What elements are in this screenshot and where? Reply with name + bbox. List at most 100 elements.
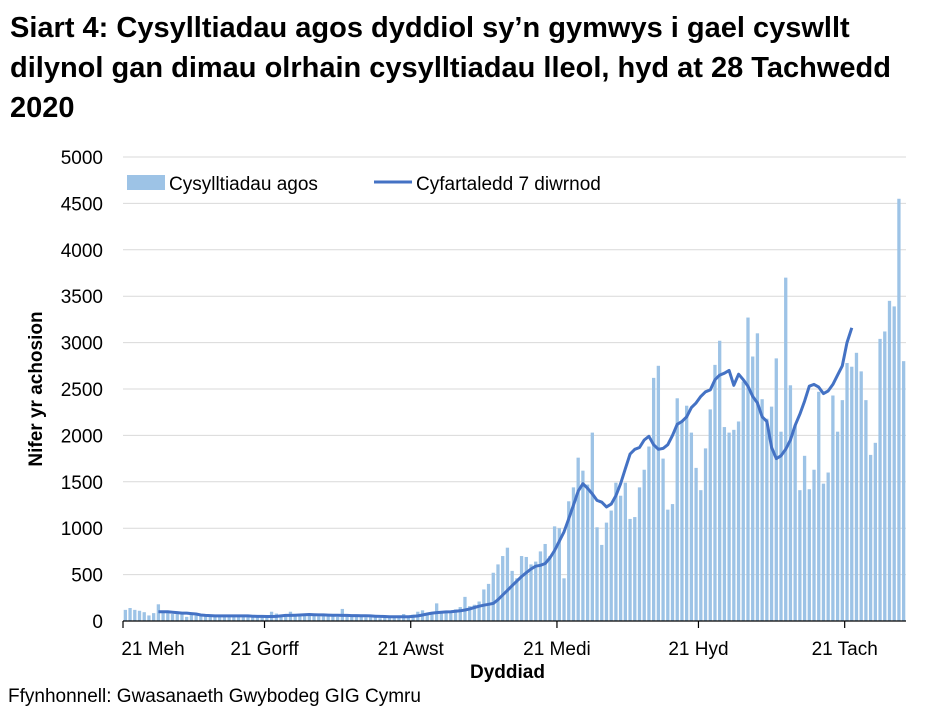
bar <box>529 564 533 621</box>
y-tick-label: 0 <box>92 612 103 633</box>
bar <box>175 614 179 621</box>
bar <box>335 616 340 621</box>
bar <box>788 385 793 621</box>
bar <box>284 614 288 621</box>
bar <box>609 510 613 621</box>
bar <box>845 363 849 621</box>
bar <box>161 610 165 621</box>
y-tick-label: 4500 <box>61 194 103 215</box>
bar <box>331 615 335 621</box>
bar <box>307 615 311 621</box>
bar <box>614 482 618 621</box>
bar <box>680 420 684 621</box>
bar <box>755 333 760 621</box>
bar <box>156 604 161 621</box>
bar <box>868 454 873 621</box>
bar <box>392 616 396 621</box>
bar <box>552 526 557 621</box>
bar <box>251 616 255 621</box>
bar <box>208 615 212 621</box>
bar <box>741 381 745 621</box>
y-tick-label: 2500 <box>61 380 103 401</box>
bar <box>878 338 882 621</box>
bar <box>373 617 378 621</box>
bar <box>213 615 217 621</box>
bar <box>449 611 453 621</box>
bar <box>897 198 901 621</box>
bar <box>689 432 694 621</box>
bar <box>453 609 458 621</box>
bar <box>510 570 514 621</box>
y-tick-label: 1000 <box>61 519 103 540</box>
y-tick-label: 2000 <box>61 426 103 447</box>
bar <box>501 556 505 621</box>
bar <box>694 467 698 621</box>
legend-bar-label: Cysylltiadau agos <box>169 174 318 195</box>
bar <box>581 470 585 621</box>
bar <box>557 528 561 621</box>
bar <box>350 616 354 621</box>
bar <box>543 543 547 621</box>
bar <box>685 405 689 621</box>
bar <box>774 358 778 621</box>
bar <box>218 616 222 621</box>
x-axis-ticks: 21 Meh 21 Gorff 21 Awst 21 Medi 21 Hyd 21 Tac… <box>121 621 878 660</box>
bar <box>675 398 679 621</box>
bar <box>746 317 750 621</box>
bar <box>236 615 241 621</box>
line-series-7-day-average <box>158 327 854 619</box>
bar <box>576 457 580 621</box>
bar <box>642 469 646 621</box>
bar <box>840 400 844 621</box>
bar <box>227 615 231 621</box>
bar <box>887 300 892 621</box>
bar <box>468 606 472 621</box>
bar <box>534 561 538 621</box>
y-tick-label: 5000 <box>61 148 103 169</box>
x-tick-label: 21 Medi <box>523 639 591 660</box>
bar <box>807 489 811 621</box>
bar <box>439 613 444 621</box>
bar <box>406 615 411 621</box>
bar <box>180 614 184 621</box>
bar <box>817 391 821 621</box>
bar <box>185 616 189 621</box>
bar <box>496 564 500 621</box>
legend-line-label: Cyfartaledd 7 diwrnod <box>416 174 601 195</box>
bar <box>425 613 429 621</box>
bar <box>802 455 807 621</box>
bar <box>444 610 448 621</box>
bar <box>595 527 599 621</box>
bar <box>170 614 175 621</box>
bar <box>703 448 708 621</box>
bar <box>864 400 868 621</box>
bar <box>152 613 156 621</box>
bar <box>718 340 722 621</box>
bar <box>821 483 826 621</box>
bar <box>368 617 373 621</box>
bar <box>364 617 368 621</box>
bar <box>383 617 387 621</box>
bar <box>883 331 887 621</box>
bar <box>260 617 264 621</box>
bar <box>722 427 727 621</box>
bar <box>812 469 816 621</box>
x-tick-label: 21 Gorff <box>230 639 299 660</box>
bar <box>562 578 566 621</box>
x-tick-label: 21 Awst <box>378 639 445 660</box>
y-tick-label: 500 <box>71 566 103 587</box>
bar <box>618 495 623 621</box>
bar <box>123 609 128 621</box>
bar <box>901 361 906 621</box>
bar <box>826 472 830 621</box>
bar <box>727 432 731 621</box>
bar <box>472 604 477 621</box>
x-tick-label: 21 Tach <box>812 639 878 660</box>
bar <box>133 609 137 621</box>
bar <box>892 306 896 621</box>
bar <box>354 616 359 621</box>
bar <box>189 614 194 621</box>
bar <box>713 364 717 621</box>
bar <box>321 615 326 621</box>
